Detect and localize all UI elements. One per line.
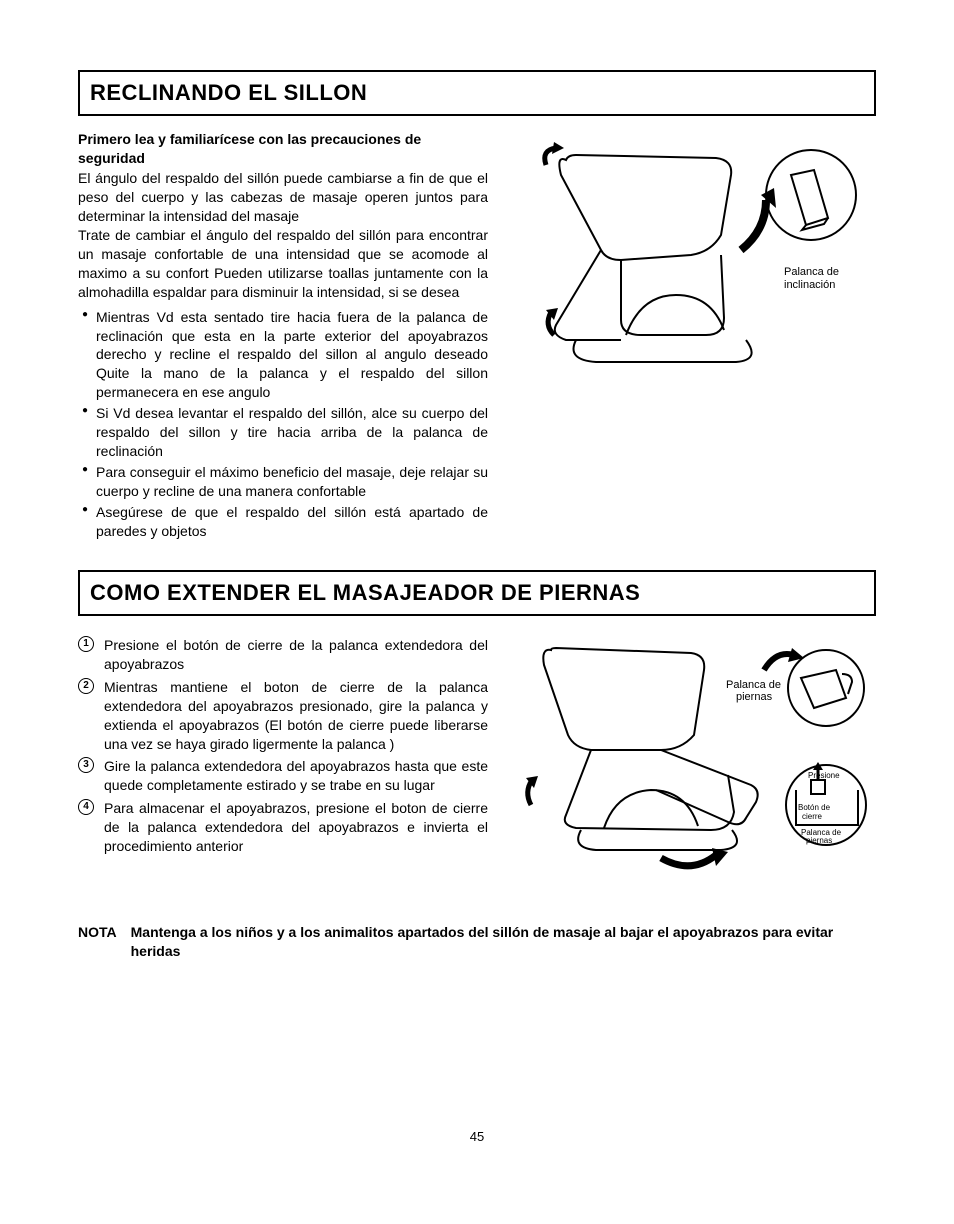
section2-step: 1 Presione el botón de cierre de la palan… xyxy=(78,636,488,674)
section2-steps: 1 Presione el botón de cierre de la palan… xyxy=(78,636,488,856)
section1-title-box: RECLINANDO EL SILLON xyxy=(78,70,876,116)
step-text: Para almacenar el apoyabrazos, presione … xyxy=(104,800,488,854)
fig2-small2a: Botón de xyxy=(798,803,831,812)
section2-body: 1 Presione el botón de cierre de la palan… xyxy=(78,630,876,895)
section2-figure: Palanca de piernas Presione Botón de cie… xyxy=(496,630,876,895)
section1-bullet: Mientras Vd esta sentado tire hacia fuer… xyxy=(78,308,488,402)
section1-bullet: Si Vd desea levantar el respaldo del sil… xyxy=(78,404,488,461)
section1-text: Primero lea y familiarícese con las prec… xyxy=(78,130,488,543)
section1-bullet: Asegúrese de que el respaldo del sillón … xyxy=(78,503,488,541)
fig1-label-line1: Palanca de xyxy=(784,266,839,278)
step-text: Mientras mantiene el boton de cierre de … xyxy=(104,679,488,752)
fig2-label1-line2: piernas xyxy=(736,691,773,703)
fig2-small2b: cierre xyxy=(802,812,823,821)
section2-text: 1 Presione el botón de cierre de la palan… xyxy=(78,630,488,895)
fig2-label1-line1: Palanca de xyxy=(726,679,781,691)
step-number-icon: 4 xyxy=(78,799,94,815)
section1-bullets: Mientras Vd esta sentado tire hacia fuer… xyxy=(78,308,488,541)
recliner-diagram-icon: Palanca de inclinación xyxy=(506,130,866,390)
fig2-small3b: piernas xyxy=(806,836,832,845)
step-number-icon: 3 xyxy=(78,757,94,773)
section2-step: 2 Mientras mantiene el boton de cierre de… xyxy=(78,678,488,754)
section1-figure: Palanca de inclinación xyxy=(496,130,876,543)
step-number-icon: 1 xyxy=(78,636,94,652)
section2-title-box: COMO EXTENDER EL MASAJEADOR DE PIERNAS xyxy=(78,570,876,616)
note-text: Mantenga a los niños y a los animalitos … xyxy=(131,923,876,961)
section2-title: COMO EXTENDER EL MASAJEADOR DE PIERNAS xyxy=(90,578,864,608)
section2-step: 3 Gire la palanca extendedora del apoyabr… xyxy=(78,757,488,795)
section2-step: 4 Para almacenar el apoyabrazos, presione… xyxy=(78,799,488,856)
note-label: NOTA xyxy=(78,923,117,961)
step-text: Gire la palanca extendedora del apoyabra… xyxy=(104,758,488,793)
section1-para1: El ángulo del respaldo del sillón puede … xyxy=(78,169,488,226)
step-number-icon: 2 xyxy=(78,678,94,694)
section1-bullet: Para conseguir el máximo beneficio del m… xyxy=(78,463,488,501)
legrest-diagram-icon: Palanca de piernas Presione Botón de cie… xyxy=(496,630,876,890)
step-text: Presione el botón de cierre de la palanc… xyxy=(104,637,488,672)
note-row: NOTA Mantenga a los niños y a los animal… xyxy=(78,923,876,961)
section1-body: Primero lea y familiarícese con las prec… xyxy=(78,130,876,543)
section1-intro: Primero lea y familiarícese con las prec… xyxy=(78,130,488,168)
section1-title: RECLINANDO EL SILLON xyxy=(90,78,864,108)
fig1-label-line2: inclinación xyxy=(784,279,835,291)
section1-para2: Trate de cambiar el ángulo del respaldo … xyxy=(78,226,488,302)
fig2-small1: Presione xyxy=(808,771,840,780)
page-number: 45 xyxy=(78,1128,876,1146)
